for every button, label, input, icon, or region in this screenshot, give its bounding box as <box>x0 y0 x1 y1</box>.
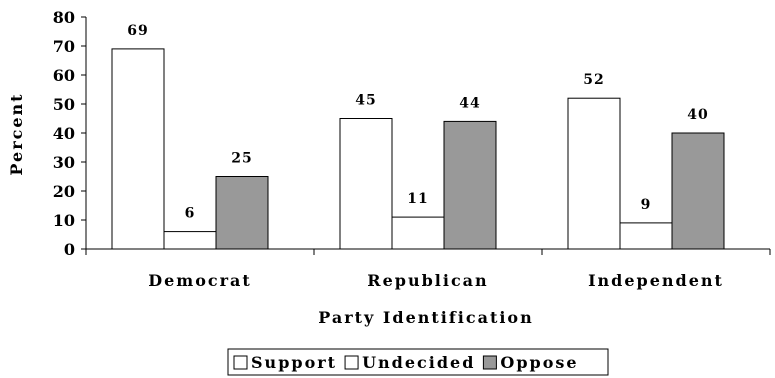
data-label: 9 <box>641 197 652 213</box>
y-tick-label: 10 <box>53 211 75 230</box>
bar-undecided-democrat <box>163 231 217 250</box>
legend-swatch-undecided <box>344 355 359 370</box>
y-tick-label: 0 <box>64 240 75 259</box>
x-tick-label: Republican <box>367 271 488 290</box>
bar-support-republican <box>339 118 393 250</box>
data-label: 25 <box>231 151 252 167</box>
legend-label-undecided: Undecided <box>362 353 475 372</box>
data-label: 6 <box>185 206 196 222</box>
legend-swatch-oppose <box>482 355 497 370</box>
data-label: 45 <box>355 93 376 109</box>
plot-area: 0 10 20 30 40 50 60 70 80 Democrat 69 6 25 Republican… <box>53 8 771 290</box>
legend-box <box>227 348 609 376</box>
y-tick-label: 80 <box>53 8 75 27</box>
y-tick-label: 70 <box>53 37 75 56</box>
y-tick-label: 40 <box>53 124 75 143</box>
data-label: 44 <box>459 95 480 111</box>
bar-undecided-independent <box>619 222 673 250</box>
legend-swatch-support <box>233 355 248 370</box>
data-label: 52 <box>583 72 604 88</box>
data-label: 69 <box>127 23 148 39</box>
y-tick-label: 60 <box>53 66 75 85</box>
legend: Support Undecided Oppose <box>227 348 609 376</box>
y-tick-label: 50 <box>53 95 75 114</box>
bar-oppose-independent <box>671 132 725 250</box>
bar-oppose-republican <box>443 120 497 250</box>
data-label: 11 <box>407 191 428 207</box>
legend-label-oppose: Oppose <box>500 353 578 372</box>
x-tick-label: Democrat <box>148 271 252 290</box>
bar-support-democrat <box>111 48 165 250</box>
y-tick-label: 20 <box>53 182 75 201</box>
bar-undecided-republican <box>391 216 445 250</box>
bar-support-independent <box>567 97 621 250</box>
data-label: 40 <box>687 107 708 123</box>
legend-label-support: Support <box>251 353 337 372</box>
y-tick-label: 30 <box>53 153 75 172</box>
bar-oppose-democrat <box>215 176 269 250</box>
x-axis-title: Party Identification <box>318 308 533 327</box>
x-tick-label: Independent <box>588 271 724 290</box>
y-axis-title: Percent <box>7 92 26 175</box>
